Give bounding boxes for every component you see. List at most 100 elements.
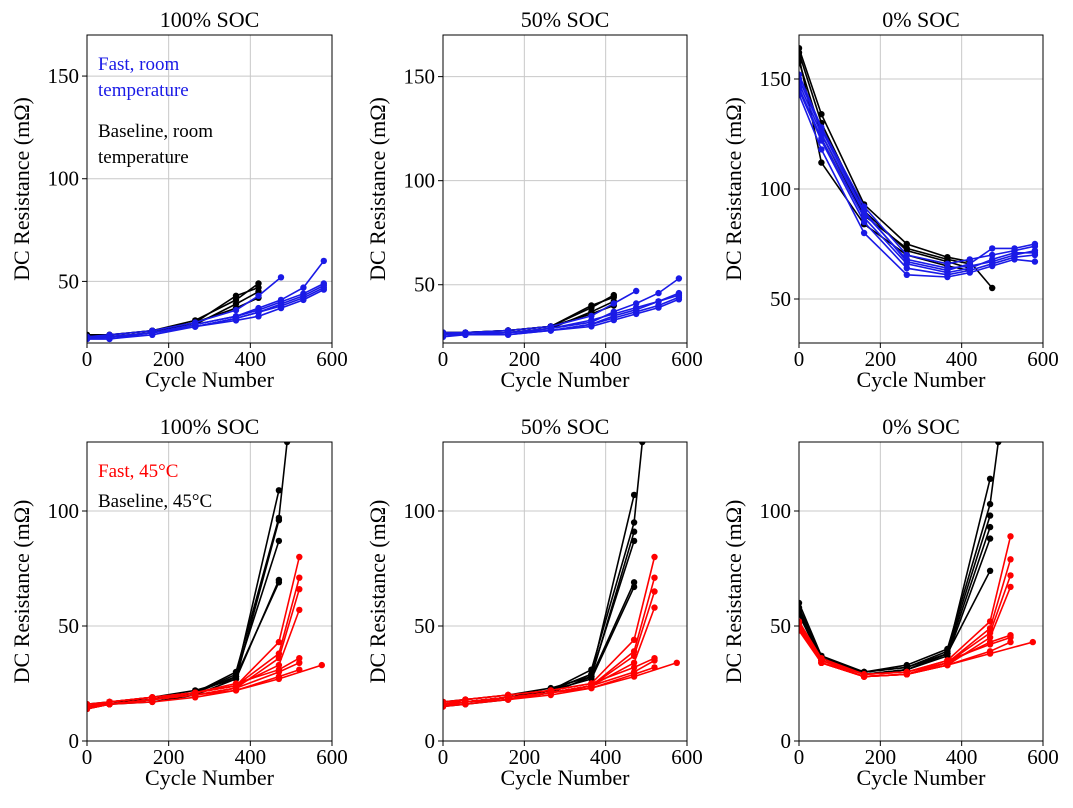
data-point (630, 491, 638, 499)
series-line-fast (799, 94, 1035, 278)
chart-panel-1: 0 200 400 600 50 100 150 100% SOC Cycle Number DC… (9, 7, 348, 392)
data-point (588, 302, 595, 309)
x-tick-label: 200 (865, 347, 897, 371)
data-point (986, 535, 994, 542)
y-axis-label: DC Resistance (mΩ) (721, 97, 746, 281)
data-point (630, 673, 638, 680)
x-axis-label: Cycle Number (857, 367, 987, 392)
data-point (630, 636, 638, 643)
data-point (630, 583, 638, 591)
data-point (655, 289, 662, 297)
data-point (320, 282, 327, 289)
x-tick-label: 400 (590, 347, 622, 371)
series-line-fast (87, 282, 325, 340)
legend-entry: temperature (98, 80, 189, 101)
chart-panel-6: 0 200 400 600 0 50 100 0% SOC Cycle Number DC Res… (721, 414, 1059, 790)
data-point (106, 701, 113, 708)
data-point (633, 287, 640, 295)
data-point (296, 659, 303, 666)
series-line-fast (443, 577, 656, 705)
y-axis-label: DC Resistance (mΩ) (721, 500, 746, 684)
data-point (986, 567, 994, 574)
series-line-fast (443, 294, 680, 336)
data-point (633, 306, 640, 313)
data-point (106, 333, 113, 340)
data-point (630, 664, 638, 671)
plot-frame (442, 441, 688, 742)
data-point (639, 442, 646, 446)
data-point (1031, 258, 1039, 265)
series-group (799, 45, 1039, 292)
data-point (1007, 556, 1014, 563)
data-point (610, 312, 617, 320)
series-line-baseline (799, 442, 1000, 673)
data-point (192, 694, 199, 701)
data-point (986, 500, 994, 508)
data-point (966, 269, 973, 276)
data-point (989, 245, 996, 252)
data-point (1011, 256, 1018, 263)
data-point (296, 553, 303, 561)
data-point (944, 273, 951, 281)
data-point (1007, 638, 1014, 646)
y-tick-label: 0 (781, 729, 792, 753)
series-line-fast (799, 536, 1012, 676)
data-point (232, 292, 240, 299)
chart-title: 100% SOC (160, 414, 260, 439)
data-point (989, 262, 996, 270)
plot-frame (442, 34, 688, 344)
series-line-fast (87, 577, 301, 708)
data-point (799, 627, 803, 634)
data-point (651, 604, 658, 611)
legend-entry: temperature (98, 147, 189, 168)
data-point (903, 265, 910, 272)
x-tick-label: 200 (509, 347, 541, 371)
data-point (860, 214, 868, 221)
series-line-fast (87, 662, 300, 708)
series-line-fast (799, 74, 1036, 265)
x-tick-label: 600 (1027, 745, 1059, 769)
y-tick-label: 100 (760, 177, 792, 201)
series-line-fast (87, 284, 325, 340)
series-group (87, 257, 327, 343)
data-point (630, 537, 638, 545)
data-point (504, 329, 512, 336)
data-point (944, 657, 951, 664)
data-point (630, 659, 638, 666)
x-tick-label: 0 (794, 745, 805, 769)
data-point (944, 650, 951, 657)
data-point (1007, 634, 1014, 641)
data-point (903, 271, 910, 278)
x-tick-label: 0 (794, 347, 805, 371)
series-line-fast (87, 556, 301, 708)
x-tick-label: 0 (82, 745, 93, 769)
y-tick-label: 100 (404, 499, 436, 523)
data-point (1007, 572, 1014, 579)
data-point (296, 574, 303, 581)
x-tick-label: 0 (82, 347, 93, 371)
data-point (255, 309, 262, 316)
data-point (255, 292, 262, 299)
x-tick-label: 600 (671, 745, 703, 769)
data-point (275, 661, 283, 669)
y-tick-label: 150 (48, 64, 80, 88)
data-point (232, 673, 240, 680)
data-point (651, 574, 658, 581)
data-point (504, 696, 512, 703)
data-point (966, 256, 973, 263)
data-point (966, 260, 973, 267)
y-axis-label: DC Resistance (mΩ) (9, 500, 34, 684)
y-tick-label: 100 (48, 167, 80, 191)
data-point (275, 638, 283, 646)
data-point (673, 659, 680, 666)
data-point (818, 659, 825, 666)
y-tick-label: 50 (770, 287, 791, 311)
x-axis-label: Cycle Number (857, 765, 987, 790)
data-point (1007, 583, 1014, 591)
data-point (462, 331, 469, 338)
x-tick-label: 400 (235, 347, 267, 371)
data-point (986, 523, 994, 531)
data-point (462, 701, 469, 708)
data-point (443, 331, 447, 338)
data-point (588, 675, 595, 683)
